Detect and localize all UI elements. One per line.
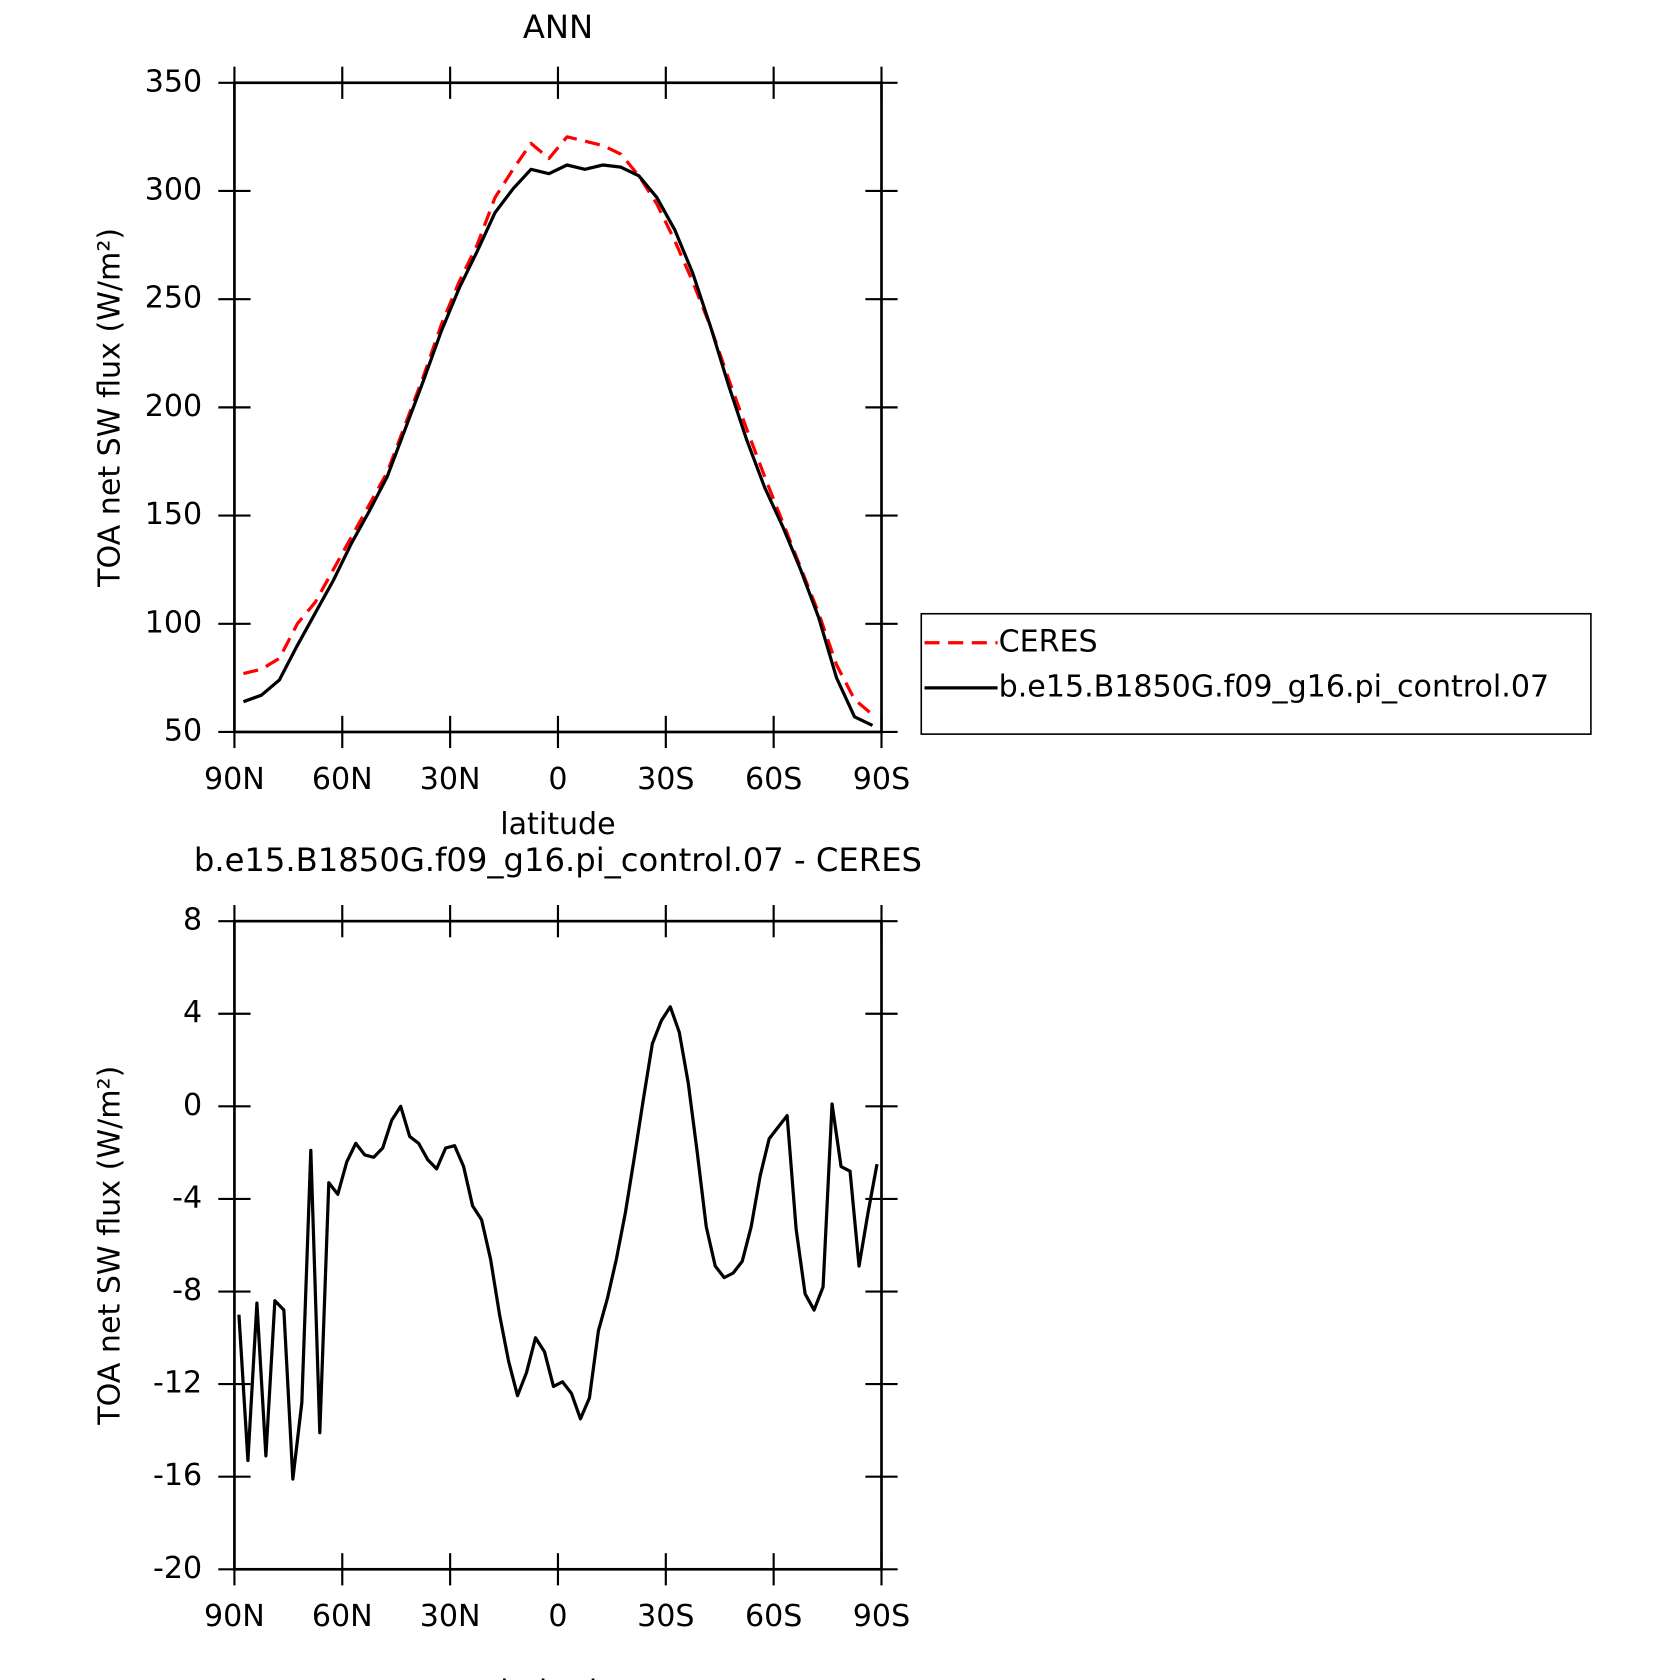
x-tick-label: 90S (853, 762, 910, 797)
x-tick-label: 30S (637, 1599, 694, 1634)
y-tick-label: 4 (183, 995, 202, 1030)
x-axis-label: latitude (500, 1674, 615, 1680)
y-tick-label: 150 (145, 497, 202, 532)
legend-label: CERES (999, 624, 1098, 659)
x-tick-label: 90S (853, 1599, 910, 1634)
data-line (237, 1005, 879, 1481)
chart-title: ANN (523, 8, 593, 46)
y-tick-label: 50 (164, 713, 202, 748)
x-tick-label: 90N (204, 1599, 265, 1634)
y-tick-label: 0 (183, 1088, 202, 1123)
legend-label: b.e15.B1850G.f09_g16.pi_control.07 (999, 669, 1549, 704)
y-tick-label: 300 (145, 172, 202, 207)
x-axis-label: latitude (500, 807, 615, 842)
plot-frame (233, 81, 883, 734)
x-tick-label: 30S (637, 762, 694, 797)
y-tick-label: 200 (145, 389, 202, 424)
y-tick-label: 250 (145, 281, 202, 316)
x-tick-label: 30N (420, 1599, 481, 1634)
y-tick-label: 8 (183, 903, 202, 938)
x-tick-label: 60S (745, 762, 802, 797)
y-axis-label: TOA net SW flux (W/m²) (92, 228, 127, 588)
data-line (242, 163, 874, 727)
legend-box (920, 612, 1592, 735)
y-tick-label: 350 (145, 64, 202, 99)
chart-title: b.e15.B1850G.f09_g16.pi_control.07 - CER… (194, 841, 922, 879)
x-tick-label: 60N (312, 762, 373, 797)
x-tick-label: 60N (312, 1599, 373, 1634)
x-tick-label: 60S (745, 1599, 802, 1634)
x-tick-label: 0 (548, 1599, 567, 1634)
y-tick-label: -8 (172, 1273, 202, 1308)
y-tick-label: -16 (153, 1458, 202, 1493)
y-tick-label: -20 (153, 1551, 202, 1586)
x-tick-label: 0 (548, 762, 567, 797)
plot-frame (233, 919, 883, 1571)
y-tick-label: 100 (145, 605, 202, 640)
data-line (243, 135, 874, 716)
x-tick-label: 30N (420, 762, 481, 797)
y-tick-label: -4 (172, 1180, 202, 1215)
y-tick-label: -12 (153, 1366, 202, 1401)
y-axis-label: TOA net SW flux (W/m²) (92, 1066, 127, 1426)
x-tick-label: 90N (204, 762, 265, 797)
